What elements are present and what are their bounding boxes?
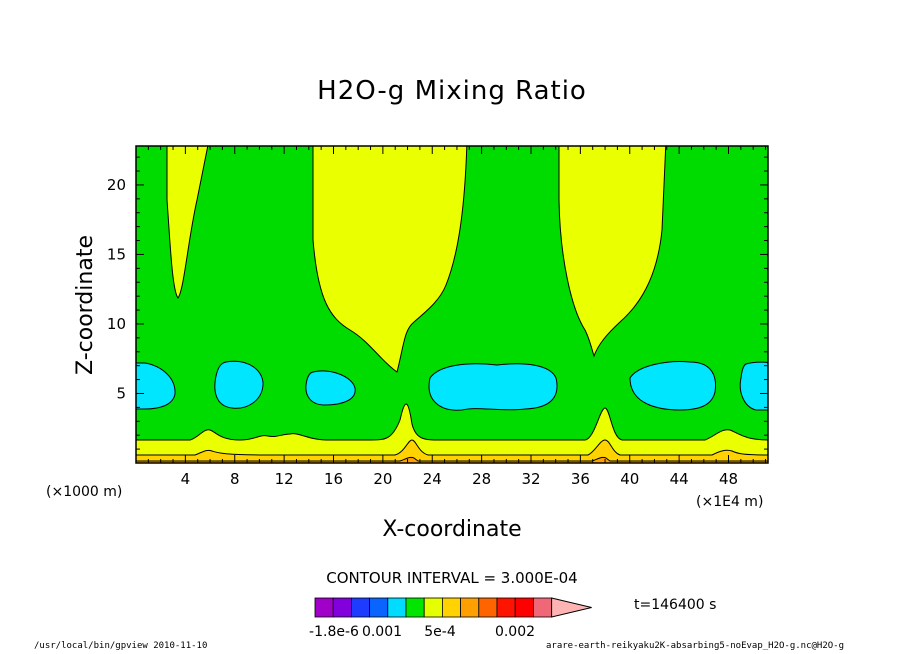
band-orange	[136, 456, 768, 463]
chart-title: H2O-g Mixing Ratio	[317, 76, 587, 106]
colorbar-cell	[350, 597, 370, 618]
band-gold	[136, 439, 768, 463]
x-tick-label: 40	[620, 470, 639, 488]
colorbar-cell	[478, 597, 498, 618]
colorbar-cell	[369, 597, 389, 618]
x-tick-label: 8	[230, 470, 240, 488]
cyan-cell-6	[739, 361, 768, 411]
colorbar-cell	[496, 597, 516, 618]
y-tick-label: 15	[107, 245, 126, 263]
x-unit-left: (×1000 m)	[46, 484, 122, 500]
contour-field	[136, 146, 768, 463]
contour-interval: CONTOUR INTERVAL = 3.000E-04	[326, 569, 577, 587]
x-tick-label: 20	[373, 470, 392, 488]
x-axis-title: X-coordinate	[382, 517, 521, 542]
axes: 4 8 12 16 20 24 28 32 36 40 44 485101520X-coordinat…	[46, 145, 769, 542]
y-tick-label: 20	[107, 176, 126, 194]
colorbar-cell	[387, 597, 407, 618]
cyan-cell-2	[214, 360, 264, 409]
plot-frame	[135, 145, 769, 464]
cyan-cell-1	[136, 362, 176, 410]
colorbar-label: 0.001	[362, 624, 402, 640]
colorbar-cell	[460, 597, 480, 618]
y-tick-label: 10	[107, 315, 126, 333]
colorbar-cell	[514, 597, 534, 618]
x-tick-label: 16	[324, 470, 343, 488]
time-label: t=146400 s	[634, 597, 716, 613]
cyan-cell-3	[305, 370, 356, 406]
footer-left: /usr/local/bin/gpview 2010-11-10	[34, 641, 208, 651]
x-tick-label: 32	[521, 470, 540, 488]
colorbar-arrow	[551, 597, 592, 618]
colorbar-cell	[423, 597, 443, 618]
plume-3	[558, 146, 667, 358]
footer-right: arare-earth-reikyaku2K-absarbing5-noEvap…	[546, 641, 845, 651]
colorbar-cell	[405, 597, 425, 618]
colorbar-label: -1.8e-6	[309, 624, 359, 640]
cyan-cell-5	[629, 361, 717, 411]
x-tick-label: 48	[719, 470, 738, 488]
colorbar-cell	[332, 597, 352, 618]
x-tick-label: 24	[423, 470, 442, 488]
colorbar-label: 0.002	[495, 624, 535, 640]
plume-1	[166, 146, 209, 299]
x-tick-label: 28	[472, 470, 491, 488]
x-tick-label: 36	[571, 470, 590, 488]
colorbar-cell	[314, 597, 334, 618]
x-tick-label: 44	[670, 470, 689, 488]
colorbar: CONTOUR INTERVAL = 3.000E-04 t=146400 s -1…	[309, 569, 716, 640]
y-tick-label: 5	[116, 384, 126, 402]
x-tick-label: 12	[275, 470, 294, 488]
x-tick-label: 4	[181, 470, 191, 488]
colorbar-cell	[533, 597, 553, 618]
plume-2	[312, 146, 468, 373]
colorbar-cell	[441, 597, 461, 618]
y-axis-title: Z-coordinate	[73, 235, 98, 375]
cyan-cell-4	[428, 363, 558, 411]
x-unit-right: (×1E4 m)	[696, 494, 763, 510]
colorbar-label: 5e-4	[424, 624, 456, 640]
